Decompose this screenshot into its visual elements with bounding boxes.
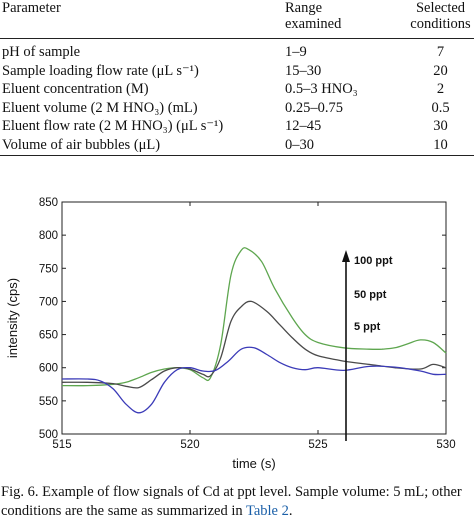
x-tick-label: 515 [52,439,71,451]
row-selected: 7 [436,44,445,60]
table-row: Eluent concentration (M) 0.5–3 HNO₃ 2 [0,80,474,99]
y-tick-label: 550 [39,396,58,408]
table-row: Eluent flow rate (2 M HNO₃) (μL s⁻¹) 12–… [0,117,474,136]
row-range: 0.5–3 HNO₃ [285,81,358,98]
row-parameter: Eluent flow rate (2 M HNO₃) (μL s⁻¹) [2,118,224,135]
row-range: 12–45 [285,118,322,135]
row-parameter: Volume of air bubbles (μL) [2,136,161,153]
plot-frame [61,201,447,435]
caption-end: . [288,503,293,519]
row-range: 15–30 [285,62,322,79]
table-row: Eluent volume (2 M HNO₃) (mL) 0.25–0.75 … [0,99,474,118]
y-tick-label: 750 [39,263,58,275]
header-parameter: Parameter [2,0,61,16]
table-row: pH of sample 1–9 7 [0,39,474,62]
series-lines [61,247,447,414]
row-selected: 20 [433,62,448,79]
y-tick-label: 600 [39,363,58,375]
row-parameter: Eluent volume (2 M HNO₃) (mL) [2,99,198,116]
y-axis-label: intensity (cps) [5,278,20,358]
row-range: 0–30 [285,136,314,153]
series-100-ppt-line [61,247,447,387]
caption-text: Fig. 6. Example of flow signals of Cd at… [1,484,462,519]
flow-signal-chart: 500 550 600 650 700 750 800 850 515 520 525 530 10… [5,197,456,471]
y-tick-label: 650 [39,330,58,342]
table-header-row: Parameter Range examined Selected conditio… [0,0,474,39]
series-50-ppt-line [61,300,447,389]
x-tick-label: 530 [436,439,455,451]
y-tick-label: 800 [39,230,58,242]
header-range: Range examined [285,0,342,32]
arrow-head-icon [342,250,350,262]
row-selected: 30 [433,118,448,135]
y-axis-ticks: 500 550 600 650 700 750 800 850 [39,197,446,441]
table-row: Sample loading flow rate (μL s⁻¹) 15–30 … [0,62,474,81]
table-row: Volume of air bubbles (μL) 0–30 10 [0,136,474,156]
row-range: 1–9 [285,44,307,60]
x-axis-label: time (s) [232,456,275,471]
row-selected: 0.5 [431,99,450,116]
annotation-5-ppt: 5 ppt [354,321,381,333]
row-parameter: Sample loading flow rate (μL s⁻¹) [2,62,199,79]
table-2-link[interactable]: Table 2 [245,503,289,519]
parameters-table-wrap: Parameter Range examined Selected conditio… [0,0,474,156]
row-selected: 2 [436,81,445,98]
x-tick-label: 520 [180,439,199,451]
annotation-50-ppt: 50 ppt [354,289,387,301]
figure-6: 500 550 600 650 700 750 800 850 515 520 525 530 10… [0,188,474,478]
figure-caption: Fig. 6. Example of flow signals of Cd at… [1,483,473,521]
x-tick-label: 525 [308,439,327,451]
parameters-table: Parameter Range examined Selected conditio… [0,0,474,156]
y-tick-label: 700 [39,296,58,308]
row-range: 0.25–0.75 [285,99,343,116]
y-tick-label: 850 [39,197,58,209]
x-axis-ticks: 515 520 525 530 [52,202,456,451]
header-selected: Selected conditions [410,0,471,32]
row-selected: 10 [433,136,448,153]
series-5-ppt-line [61,346,447,414]
row-parameter: pH of sample [2,44,81,60]
y-tick-label: 500 [39,429,58,441]
row-parameter: Eluent concentration (M) [2,81,149,98]
annotation-100-ppt: 100 ppt [354,255,393,267]
